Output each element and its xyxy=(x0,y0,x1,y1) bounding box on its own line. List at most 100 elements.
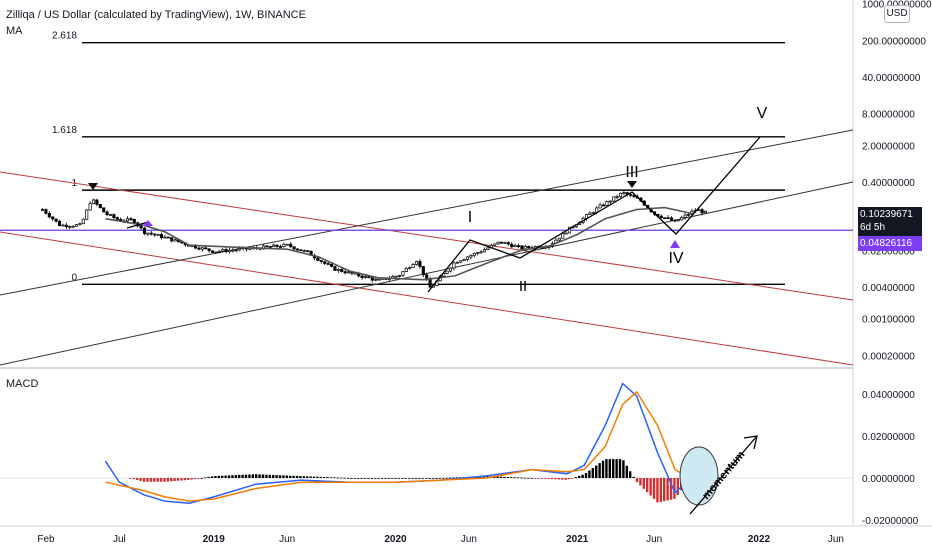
price-tick-label: 0.00400000 xyxy=(862,283,915,294)
fib-level-label: 0 xyxy=(71,272,77,283)
candle-body xyxy=(166,236,170,239)
macd-line xyxy=(104,382,707,504)
histogram-bar xyxy=(595,465,598,478)
histogram-bar xyxy=(255,474,258,478)
histogram-bar xyxy=(319,476,323,478)
histogram-bar xyxy=(217,475,221,478)
histogram-bar xyxy=(159,478,163,482)
histogram-bar xyxy=(516,477,520,479)
candle-body xyxy=(153,233,157,236)
candle-body xyxy=(520,245,524,250)
candle-body xyxy=(486,247,490,250)
histogram-bar xyxy=(649,478,652,496)
price-tick-label: 0.40000000 xyxy=(862,178,915,189)
momentum-arrow-line xyxy=(689,435,758,515)
wave-label-1: I xyxy=(468,209,472,226)
candle-body xyxy=(210,250,215,253)
candle-body xyxy=(234,249,238,252)
candle-body xyxy=(401,271,405,276)
candle-body xyxy=(170,237,174,242)
histogram-bar xyxy=(231,475,234,478)
histogram-bar xyxy=(584,472,588,478)
purple-arrow-marker-2 xyxy=(670,240,680,248)
histogram-bar xyxy=(663,478,666,502)
candle-body xyxy=(51,216,55,220)
histogram-bar xyxy=(306,476,309,478)
candle-body xyxy=(105,211,109,216)
histogram-bar xyxy=(132,478,136,480)
histogram-bar xyxy=(227,475,231,478)
candle-body xyxy=(224,249,228,253)
candle-body xyxy=(200,247,204,250)
candle-body xyxy=(673,219,677,222)
candle-body xyxy=(329,264,334,267)
candle-body xyxy=(221,249,225,252)
candle-body xyxy=(139,225,143,229)
candle-body xyxy=(527,246,531,248)
histogram-bar xyxy=(323,477,326,478)
candle-body xyxy=(98,204,102,209)
price-tick-label: 0.00100000 xyxy=(862,315,915,326)
candle-body xyxy=(482,249,487,253)
histogram-bar xyxy=(588,470,591,478)
time-tick-label: 2021 xyxy=(566,534,589,545)
histogram-bar xyxy=(496,476,499,478)
candle-body xyxy=(377,278,381,281)
histogram-bar xyxy=(510,477,513,478)
candle-body xyxy=(295,248,300,251)
histogram-bar xyxy=(360,478,363,479)
currency-badge[interactable]: USD xyxy=(884,5,910,23)
candle-body xyxy=(506,242,510,245)
histogram-bar xyxy=(193,478,197,480)
bar-countdown: 6d 5h xyxy=(860,222,886,233)
histogram-bar xyxy=(316,476,319,478)
histogram-bar xyxy=(567,478,571,480)
candle-body xyxy=(465,256,470,260)
gray-channel-upper xyxy=(0,129,854,296)
candle-body xyxy=(125,218,130,222)
candle-body xyxy=(316,257,320,261)
macd-indicator-label[interactable]: MACD xyxy=(6,378,39,390)
histogram-bar xyxy=(370,478,374,479)
fib-level-label: 2.618 xyxy=(52,31,77,42)
candle-body xyxy=(346,271,351,274)
histogram-bar xyxy=(350,478,353,479)
histogram-bar xyxy=(377,478,380,479)
histogram-bar xyxy=(591,468,595,478)
wave-label-2: II xyxy=(519,278,527,295)
candle-body xyxy=(421,266,425,276)
candle-body xyxy=(292,246,296,250)
candle-body xyxy=(47,212,51,218)
candle-body xyxy=(173,239,177,242)
histogram-bar xyxy=(397,478,401,479)
candle-body xyxy=(102,207,106,213)
histogram-bar xyxy=(251,474,255,478)
elliott-wave-drawing: I II III IV V xyxy=(88,105,768,295)
candle-body xyxy=(622,192,626,194)
histogram-bar xyxy=(408,478,411,479)
histogram-bar xyxy=(268,474,272,478)
histogram-bar xyxy=(166,478,170,482)
price-axis-ticks: 1000.00000000200.0000000040.000000008.00… xyxy=(862,0,932,362)
candle-body xyxy=(703,210,708,214)
histogram-bar xyxy=(265,474,268,478)
histogram-bar xyxy=(482,476,486,478)
candle-body xyxy=(268,246,272,248)
histogram-bar xyxy=(411,478,414,479)
histogram-bar xyxy=(666,478,669,501)
time-tick-label: Jul xyxy=(113,534,126,545)
trend-channels xyxy=(0,129,854,366)
red-channel-lower xyxy=(0,231,854,366)
histogram-bar xyxy=(438,478,442,479)
candle-body xyxy=(207,248,211,252)
histogram-bar xyxy=(357,478,360,479)
histogram-bar xyxy=(642,478,646,489)
ma-indicator-label[interactable]: MA xyxy=(6,25,23,37)
histogram-bar xyxy=(520,477,523,479)
candle-body xyxy=(370,277,374,281)
candle-body xyxy=(108,214,113,216)
histogram-bar xyxy=(221,475,224,478)
histogram-bar xyxy=(210,476,214,478)
histogram-bar xyxy=(401,478,404,479)
candle-body xyxy=(78,223,82,226)
